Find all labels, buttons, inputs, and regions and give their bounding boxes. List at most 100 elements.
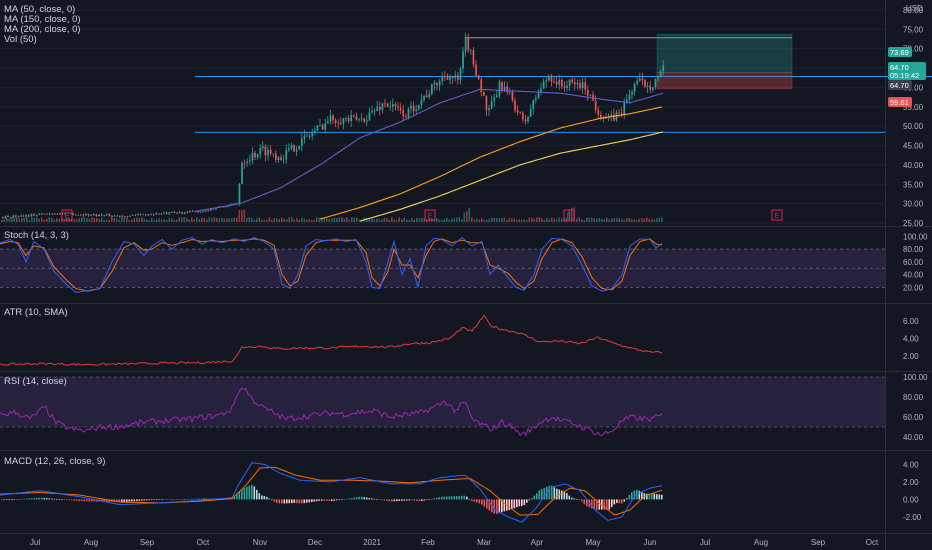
volume-bar <box>193 219 196 222</box>
macd-histogram-bar <box>206 498 208 500</box>
volume-bar <box>443 218 446 222</box>
earnings-letter: E <box>65 213 70 220</box>
candle-body <box>202 211 204 212</box>
stoch-tick-0: 100.00 <box>903 232 928 241</box>
legend-ma150[interactable]: MA (150, close, 0) <box>4 14 81 25</box>
candle-body <box>145 214 147 216</box>
macd-title[interactable]: MACD (12, 26, close, 9) <box>4 456 105 467</box>
volume-bar <box>488 218 491 222</box>
volume-bar <box>321 217 323 222</box>
volume-bar <box>251 217 253 222</box>
rsi-line <box>0 387 663 437</box>
candle-body <box>285 149 288 160</box>
candle-body <box>69 212 72 214</box>
candle-body <box>150 214 152 216</box>
macd-histogram-bar <box>346 498 348 500</box>
candle-body <box>639 78 641 81</box>
volume-bar <box>141 217 143 222</box>
volume-bar <box>256 218 258 222</box>
candle-body <box>444 76 446 78</box>
volume-bar <box>446 218 448 222</box>
volume-bar <box>351 217 353 222</box>
candle-body <box>511 91 514 101</box>
candle-body <box>384 103 386 105</box>
candle-body <box>618 112 620 114</box>
macd-histogram-bar <box>391 499 393 502</box>
volume-bar <box>656 218 658 222</box>
volume-bar <box>471 217 473 222</box>
candle-body <box>93 214 95 215</box>
volume-bar <box>661 217 663 222</box>
candle-body <box>178 212 181 213</box>
macd-histogram-bar <box>646 493 648 500</box>
macd-histogram-bar <box>173 499 176 500</box>
ma50-line <box>194 88 664 212</box>
volume-bar <box>448 219 451 222</box>
macd-histogram-bar <box>508 499 511 511</box>
legend-volume[interactable]: Vol (50) <box>4 34 37 45</box>
candle-body <box>418 105 420 110</box>
macd-histogram-bar <box>628 494 631 500</box>
candle-body <box>350 115 353 122</box>
volume-bar <box>213 217 216 222</box>
candle-body <box>48 213 51 215</box>
volume-bar <box>596 218 598 222</box>
earnings-marker-0: E <box>61 209 73 221</box>
candle-body <box>659 71 662 78</box>
volume-bar <box>53 219 56 222</box>
volume-bar <box>516 219 518 222</box>
atr-title[interactable]: ATR (10, SMA) <box>4 307 68 318</box>
macd-histogram-bar <box>131 499 133 502</box>
macd-histogram-bar <box>421 499 423 501</box>
macd-histogram-bar <box>316 499 318 502</box>
macd-histogram-bar <box>78 499 81 502</box>
macd-histogram-bar <box>603 499 606 510</box>
volume-bar <box>398 217 401 222</box>
candle-body <box>186 211 189 213</box>
macd-histogram-bar <box>441 496 443 500</box>
volume-bar <box>433 219 436 222</box>
macd-histogram-bar <box>208 498 211 500</box>
candle-body <box>472 50 475 65</box>
grid-lines <box>0 9 885 224</box>
volume-bar <box>458 217 461 222</box>
rsi-pane <box>0 387 663 437</box>
legend-ma50[interactable]: MA (50, close, 0) <box>4 4 75 15</box>
rsi-title[interactable]: RSI (14, close) <box>4 376 67 387</box>
volume-bar <box>336 218 338 222</box>
candle-body <box>628 94 631 100</box>
volume-bar <box>366 217 368 222</box>
macd-histogram-bar <box>521 499 523 507</box>
volume-bar <box>316 217 318 222</box>
volume-bar <box>603 219 606 222</box>
volume-bar <box>156 219 158 222</box>
candle-body <box>176 212 178 214</box>
rsi-tick-1: 80.00 <box>903 393 924 402</box>
stoch-title[interactable]: Stoch (14, 3, 3) <box>4 230 69 241</box>
volume-bar <box>533 218 536 222</box>
volume-bar <box>518 218 521 222</box>
macd-histogram-bar <box>368 497 371 500</box>
macd-histogram-bar <box>648 493 651 500</box>
macd-histogram-bar <box>301 499 303 504</box>
candle-body <box>38 214 41 215</box>
volume-bar <box>411 218 413 222</box>
candle-body <box>623 102 626 115</box>
candle-body <box>436 82 438 86</box>
time-axis[interactable]: Jul Aug Sep Oct Nov Dec 2021 Feb Mar Apr May Jun Jul… <box>30 538 879 547</box>
candle-body <box>566 85 568 88</box>
legend-ma200[interactable]: MA (200, close, 0) <box>4 24 81 35</box>
macd-histogram-bar <box>286 499 288 504</box>
stoch-tick-3: 40.00 <box>903 271 924 280</box>
horizontal-levels[interactable] <box>195 37 932 133</box>
volume-bar <box>113 218 116 222</box>
macd-histogram-bar <box>571 497 573 500</box>
volume-bar <box>601 218 603 222</box>
price-axis[interactable]: 80.0075.0070.0065.0060.0055.0050.0045.00… <box>903 6 928 522</box>
macd-histogram-bar <box>178 499 181 500</box>
candle-body <box>17 216 20 218</box>
long-position-tool[interactable] <box>656 34 793 90</box>
macd-histogram-bar <box>126 499 128 502</box>
